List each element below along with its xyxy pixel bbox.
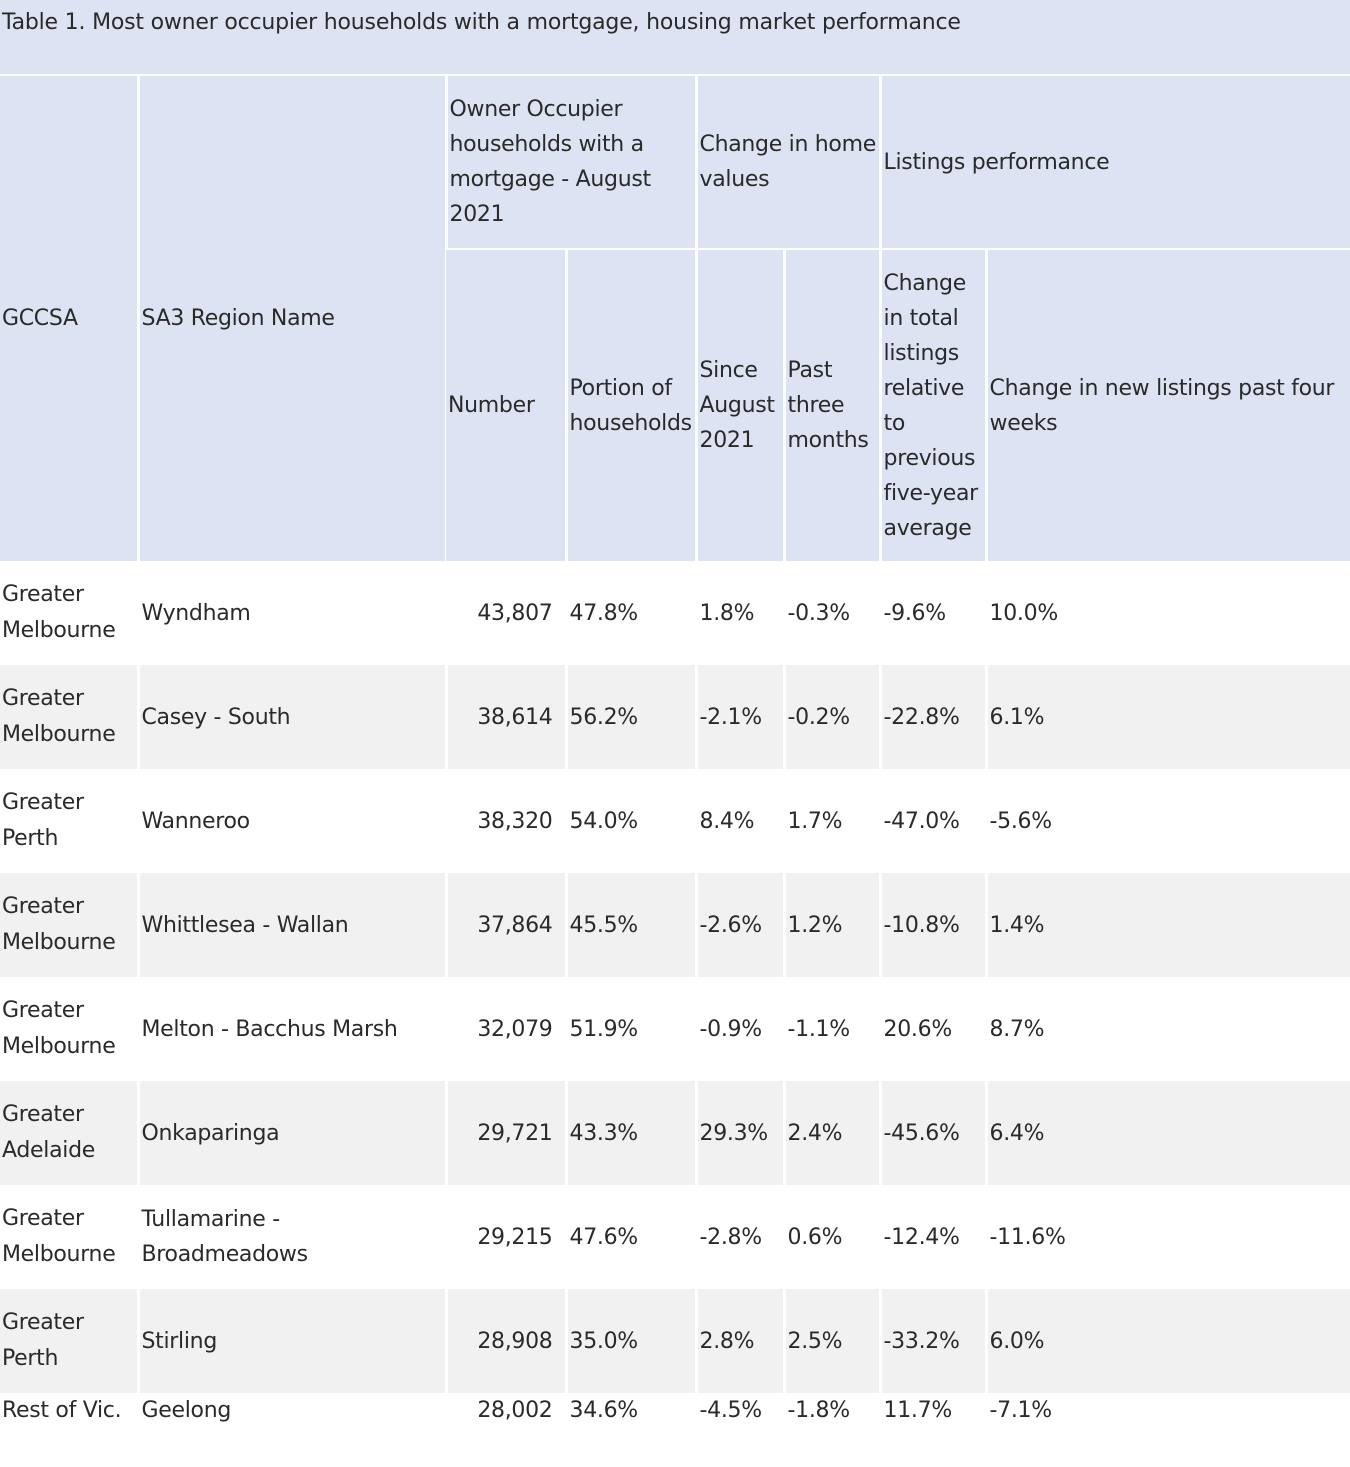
cell-new-listings: 1.4% bbox=[984, 873, 1350, 977]
cell-since-august: -0.9% bbox=[694, 977, 785, 1081]
cell-gccsa: Greater Adelaide bbox=[0, 1081, 138, 1185]
cell-past-three-months: 1.2% bbox=[782, 873, 881, 977]
housing-market-table: GCCSA SA3 Region Name Owner Occupier hou… bbox=[0, 74, 1350, 1467]
cell-portion: 51.9% bbox=[564, 977, 697, 1081]
cell-number: 38,614 bbox=[444, 665, 566, 769]
header-new-listings: Change in new listings past four weeks bbox=[984, 248, 1350, 561]
cell-number: 38,320 bbox=[444, 769, 566, 873]
cell-since-august: -2.6% bbox=[694, 873, 785, 977]
cell-number: 37,864 bbox=[444, 873, 566, 977]
table-row: Greater Melbourne Casey - South 38,614 5… bbox=[0, 665, 1350, 769]
cell-since-august: 1.8% bbox=[694, 561, 785, 665]
cell-region: Stirling bbox=[136, 1289, 446, 1393]
cell-new-listings: -5.6% bbox=[984, 769, 1350, 873]
header-listings-group: Listings performance bbox=[878, 74, 1350, 249]
cell-past-three-months: -1.1% bbox=[782, 977, 881, 1081]
header-past-three-months: Past three months bbox=[782, 248, 881, 561]
table-row: Greater Melbourne Tullamarine - Broadmea… bbox=[0, 1185, 1350, 1289]
table-row: Greater Melbourne Wyndham 43,807 47.8% 1… bbox=[0, 561, 1350, 665]
cell-region: Tullamarine - Broadmeadows bbox=[136, 1185, 446, 1289]
cell-number: 29,215 bbox=[444, 1185, 566, 1289]
cell-new-listings: 8.7% bbox=[984, 977, 1350, 1081]
table-header: GCCSA SA3 Region Name Owner Occupier hou… bbox=[0, 74, 1350, 561]
cell-since-august: 29.3% bbox=[694, 1081, 785, 1185]
cell-new-listings: 6.1% bbox=[984, 665, 1350, 769]
header-row-columns: Number Portion of households Since Augus… bbox=[0, 248, 1350, 561]
header-since-august: Since August 2021 bbox=[694, 248, 785, 561]
cell-gccsa: Greater Melbourne bbox=[0, 665, 138, 769]
cell-total-listings: -9.6% bbox=[878, 561, 987, 665]
cell-portion: 34.6% bbox=[564, 1393, 697, 1467]
header-owner-occupier-group: Owner Occupier households with a mortgag… bbox=[444, 74, 697, 249]
table-row: Rest of Vic. Geelong 28,002 34.6% -4.5% … bbox=[0, 1393, 1350, 1467]
cell-gccsa: Greater Melbourne bbox=[2, 998, 116, 1059]
cell-since-august: -2.1% bbox=[694, 665, 785, 769]
cell-since-august: 2.8% bbox=[694, 1289, 785, 1393]
cell-gccsa: Rest of Vic. bbox=[2, 1398, 122, 1423]
cell-past-three-months: 0.6% bbox=[782, 1185, 881, 1289]
table-row: Greater Melbourne Melton - Bacchus Marsh… bbox=[0, 977, 1350, 1081]
cell-past-three-months: -0.2% bbox=[782, 665, 881, 769]
cell-total-listings: 20.6% bbox=[878, 977, 987, 1081]
header-number: Number bbox=[446, 248, 566, 561]
cell-gccsa: Greater Melbourne bbox=[2, 582, 116, 643]
cell-new-listings: 6.4% bbox=[984, 1081, 1350, 1185]
cell-past-three-months: 2.5% bbox=[782, 1289, 881, 1393]
header-total-listings: Change in total listings relative to pre… bbox=[878, 248, 987, 561]
cell-gccsa: Greater Perth bbox=[2, 790, 84, 851]
table-body: Greater Melbourne Wyndham 43,807 47.8% 1… bbox=[0, 561, 1350, 1467]
cell-gccsa: Greater Perth bbox=[0, 1289, 138, 1393]
cell-new-listings: -7.1% bbox=[984, 1393, 1350, 1467]
cell-number: 32,079 bbox=[444, 977, 566, 1081]
cell-region: Whittlesea - Wallan bbox=[136, 873, 446, 977]
cell-gccsa: Greater Melbourne bbox=[0, 873, 138, 977]
cell-past-three-months: -1.8% bbox=[782, 1393, 881, 1467]
cell-portion: 43.3% bbox=[564, 1081, 697, 1185]
cell-total-listings: -33.2% bbox=[878, 1289, 987, 1393]
cell-number: 28,002 bbox=[444, 1393, 566, 1467]
cell-past-three-months: 2.4% bbox=[782, 1081, 881, 1185]
cell-region: Onkaparinga bbox=[136, 1081, 446, 1185]
table-caption: Table 1. Most owner occupier households … bbox=[0, 0, 1350, 74]
header-gccsa: GCCSA bbox=[0, 74, 138, 561]
cell-gccsa: Greater Melbourne bbox=[2, 1206, 116, 1267]
cell-number: 28,908 bbox=[444, 1289, 566, 1393]
cell-total-listings: -45.6% bbox=[878, 1081, 987, 1185]
cell-number: 43,807 bbox=[444, 561, 566, 665]
cell-total-listings: 11.7% bbox=[878, 1393, 987, 1467]
cell-region: Wyndham bbox=[136, 561, 446, 665]
cell-region: Geelong bbox=[136, 1393, 446, 1467]
cell-portion: 47.6% bbox=[564, 1185, 697, 1289]
table-row: Greater Perth Stirling 28,908 35.0% 2.8%… bbox=[0, 1289, 1350, 1393]
cell-portion: 54.0% bbox=[564, 769, 697, 873]
cell-portion: 47.8% bbox=[564, 561, 697, 665]
cell-portion: 56.2% bbox=[564, 665, 697, 769]
table-row: Greater Melbourne Whittlesea - Wallan 37… bbox=[0, 873, 1350, 977]
cell-portion: 45.5% bbox=[564, 873, 697, 977]
cell-region: Wanneroo bbox=[136, 769, 446, 873]
cell-since-august: 8.4% bbox=[694, 769, 785, 873]
cell-total-listings: -47.0% bbox=[878, 769, 987, 873]
cell-since-august: -2.8% bbox=[694, 1185, 785, 1289]
cell-past-three-months: -0.3% bbox=[782, 561, 881, 665]
cell-total-listings: -12.4% bbox=[878, 1185, 987, 1289]
cell-since-august: -4.5% bbox=[694, 1393, 785, 1467]
table-row: Greater Perth Wanneroo 38,320 54.0% 8.4%… bbox=[0, 769, 1350, 873]
cell-total-listings: -22.8% bbox=[878, 665, 987, 769]
cell-new-listings: -11.6% bbox=[984, 1185, 1350, 1289]
header-portion: Portion of households bbox=[564, 248, 697, 561]
header-sa3-region: SA3 Region Name bbox=[136, 74, 446, 561]
cell-region: Casey - South bbox=[136, 665, 446, 769]
cell-past-three-months: 1.7% bbox=[782, 769, 881, 873]
header-row-group: GCCSA SA3 Region Name Owner Occupier hou… bbox=[0, 74, 1350, 561]
cell-new-listings: 10.0% bbox=[984, 561, 1350, 665]
cell-portion: 35.0% bbox=[564, 1289, 697, 1393]
cell-new-listings: 6.0% bbox=[984, 1289, 1350, 1393]
cell-number: 29,721 bbox=[444, 1081, 566, 1185]
cell-total-listings: -10.8% bbox=[878, 873, 987, 977]
cell-region: Melton - Bacchus Marsh bbox=[136, 977, 446, 1081]
header-home-values-group: Change in home values bbox=[694, 74, 881, 249]
table-row: Greater Adelaide Onkaparinga 29,721 43.3… bbox=[0, 1081, 1350, 1185]
